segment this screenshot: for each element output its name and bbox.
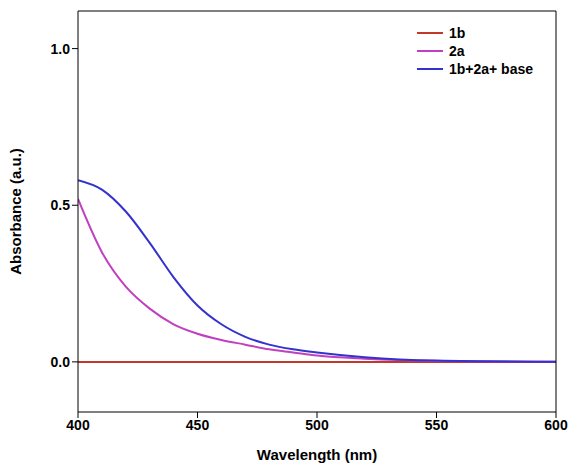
svg-text:1.0: 1.0: [51, 41, 71, 57]
html-text:2a: 2a: [448, 43, 465, 59]
svg-text:550: 550: [425, 417, 449, 433]
svg-text:0.5: 0.5: [51, 197, 71, 213]
svg-text:600: 600: [544, 417, 568, 433]
svg-text:450: 450: [186, 417, 210, 433]
html-text:1b: 1b: [448, 25, 466, 41]
svg-text:400: 400: [66, 417, 90, 433]
svg-text:500: 500: [305, 417, 329, 433]
svg-text:Absorbance (a.u.): Absorbance (a.u.): [7, 148, 24, 275]
html-text:1b+2a+ base: 1b+2a+ base: [448, 61, 533, 77]
svg-text:Wavelength (nm): Wavelength (nm): [257, 446, 377, 463]
svg-text:0.0: 0.0: [51, 354, 71, 370]
